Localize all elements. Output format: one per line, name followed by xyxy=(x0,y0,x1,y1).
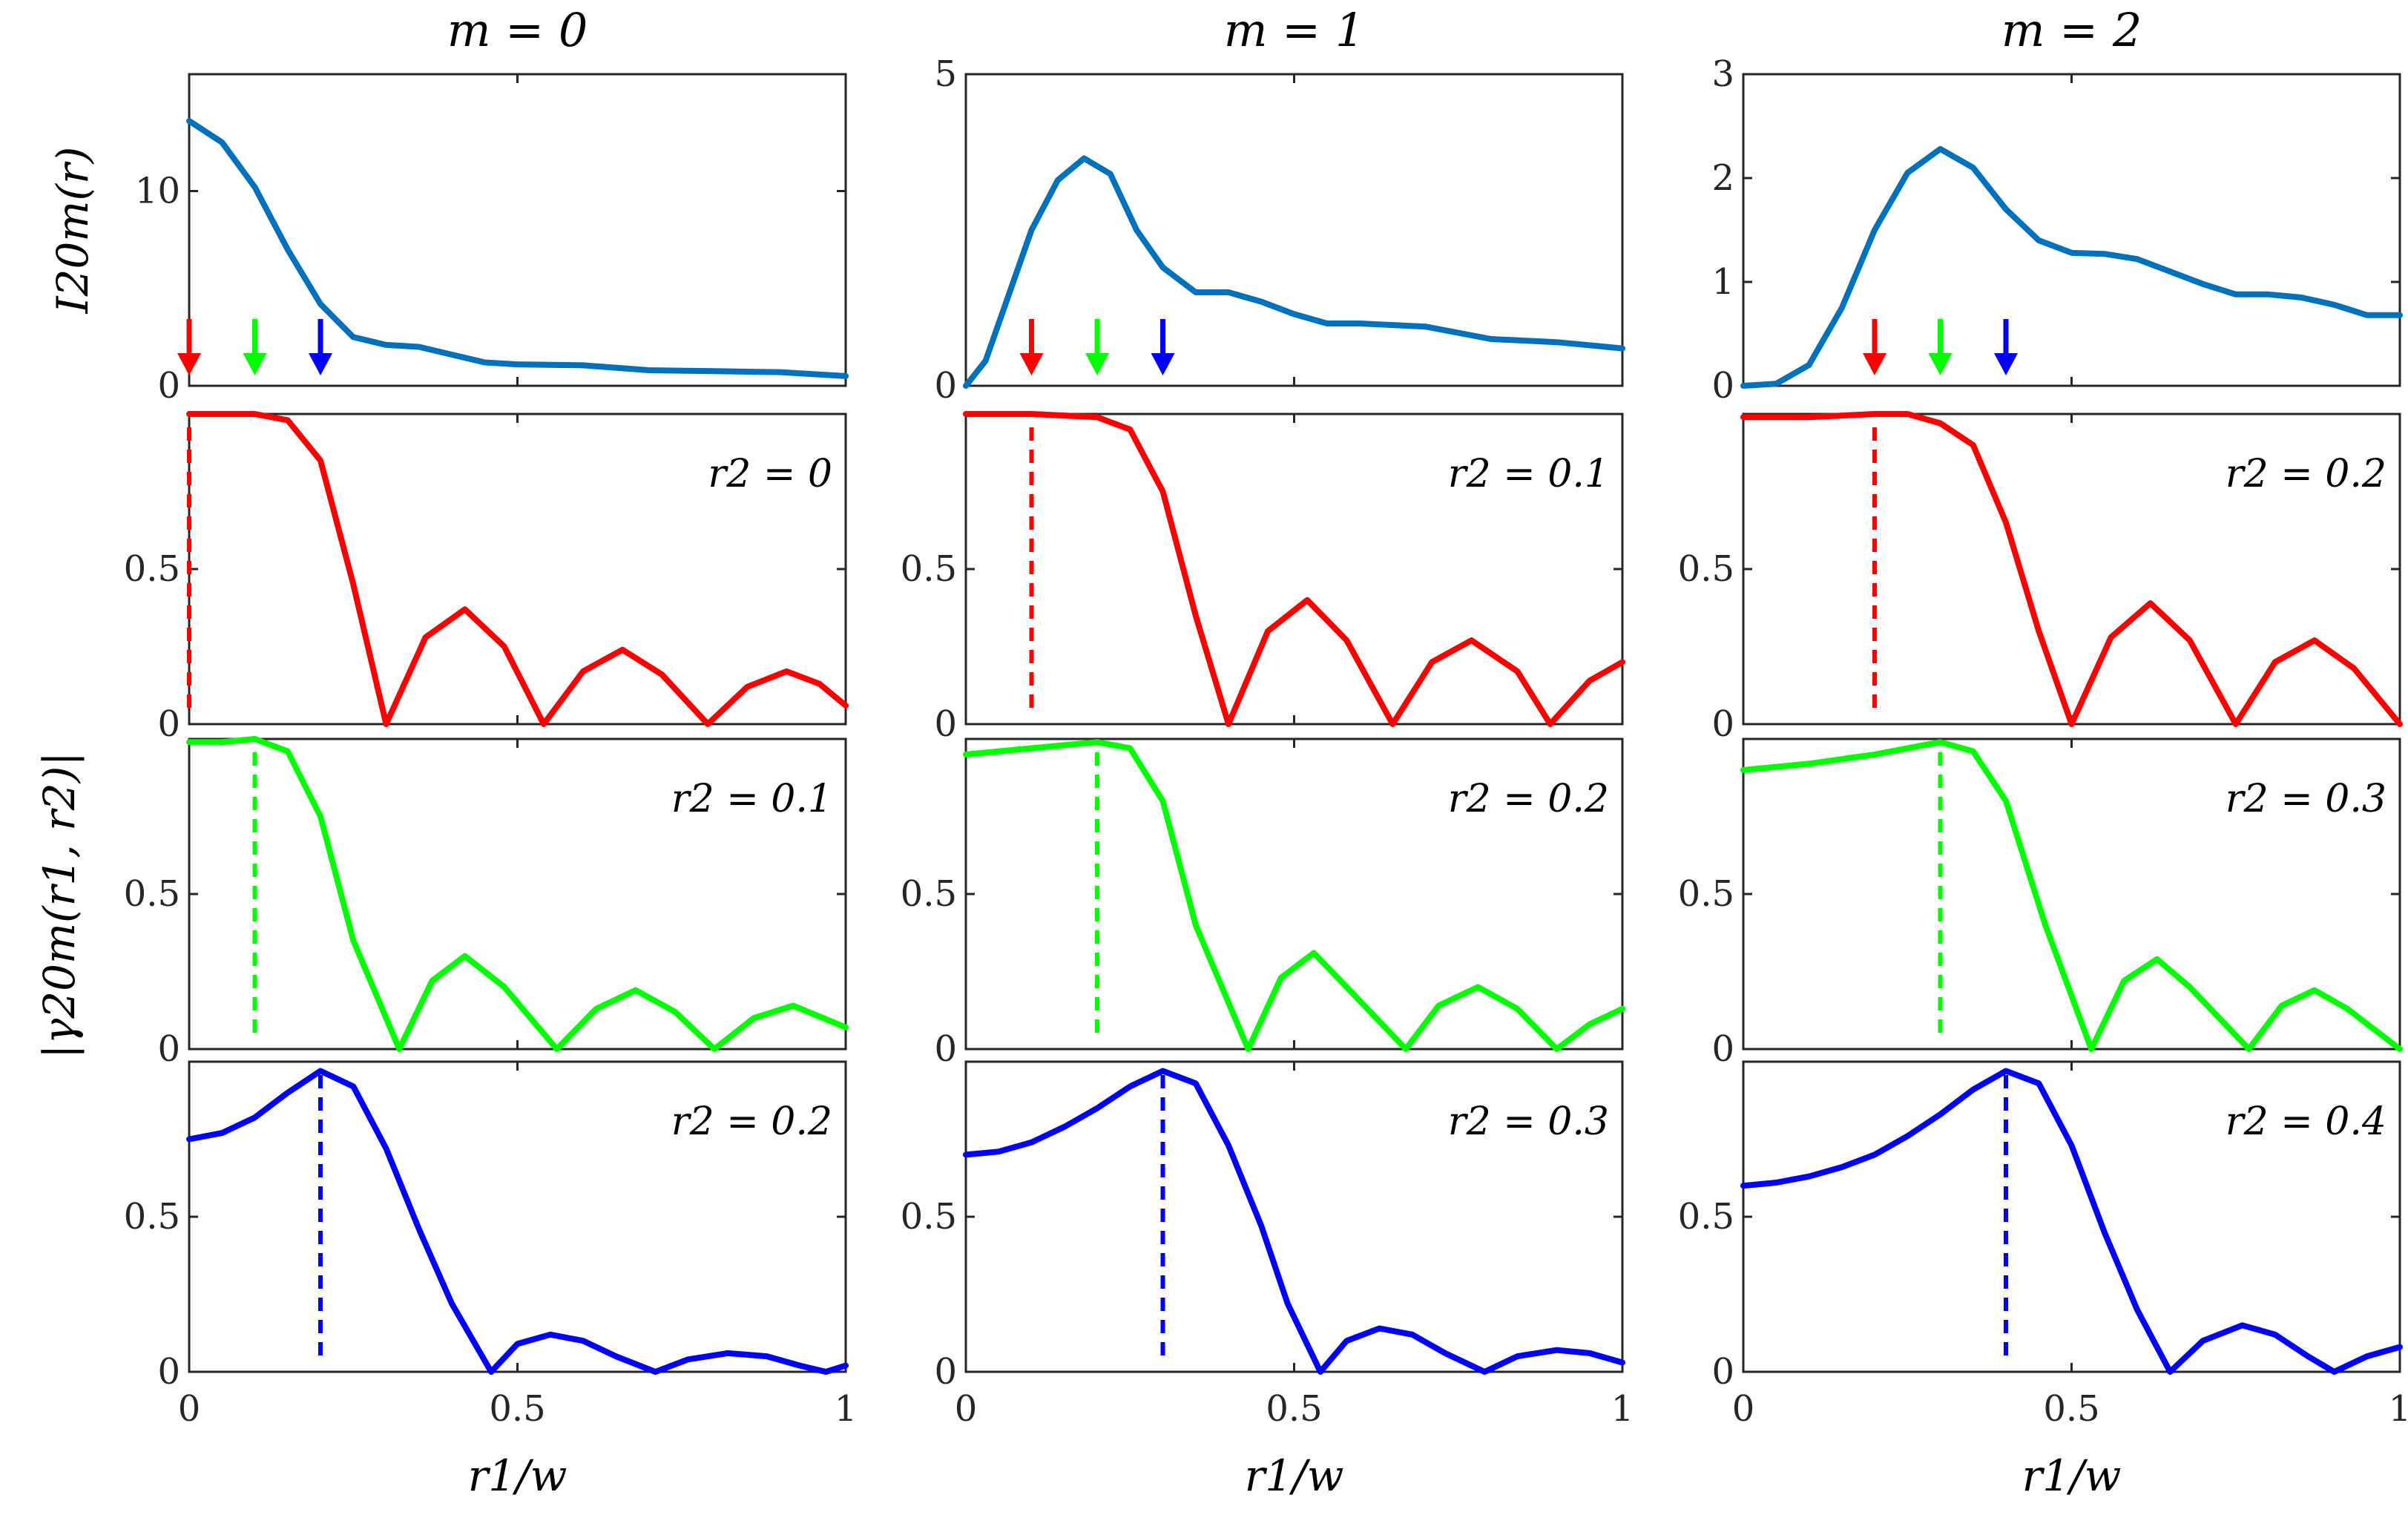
arrow-head xyxy=(1151,353,1175,375)
y-tick-label: 0.5 xyxy=(1678,1196,1734,1238)
arrow-head xyxy=(1085,353,1109,375)
series-line xyxy=(963,155,1625,389)
y-tick-label: 0 xyxy=(1711,703,1734,745)
y-tick-label: 0.5 xyxy=(901,873,957,915)
axes-frame xyxy=(188,73,847,387)
x-tick-label: 0.5 xyxy=(1266,1388,1322,1430)
panel-r1-c1: 0 0.5 r2 = 0.1 xyxy=(901,411,1625,745)
y-tick-label: 0.5 xyxy=(1678,873,1734,915)
r2-annotation: r2 = 0.3 xyxy=(1448,1100,1609,1144)
x-tick-label: 0.5 xyxy=(2043,1388,2099,1430)
y-tick-label: 0 xyxy=(1711,365,1734,407)
y-tick-label: 0.5 xyxy=(901,548,957,590)
panel-r2-c1: 0 0.5 r2 = 0.2 xyxy=(901,737,1625,1070)
y-axis-title-intensity: I20m(r) xyxy=(47,147,98,315)
r2-annotation: r2 = 0.2 xyxy=(2226,452,2386,496)
x-tick-label: 0 xyxy=(1732,1388,1755,1430)
arrow-head xyxy=(1928,353,1953,375)
x-tick-label: 0 xyxy=(955,1388,978,1430)
panel-r0-c2: 0 1 2 3 m = 2 xyxy=(1711,3,2403,407)
y-tick-label: 2 xyxy=(1711,157,1734,199)
y-tick-label: 0.5 xyxy=(124,873,180,915)
arrow-head xyxy=(1019,353,1044,375)
y-tick-label: 0 xyxy=(1711,1028,1734,1070)
column-title: m = 0 xyxy=(447,3,588,57)
arrow-head xyxy=(1994,353,2018,375)
r2-annotation: r2 = 0.1 xyxy=(671,777,832,821)
arrow-head xyxy=(243,353,267,375)
panel-r3-c1: 0 0.5 0 0.5 1 r1/w r2 = 0.3 xyxy=(901,1060,1634,1501)
y-tick-label: 0.5 xyxy=(124,548,180,590)
panel-r1-c0: 0 0.5 r2 = 0 xyxy=(124,411,849,745)
y-tick-label: 0 xyxy=(157,1351,180,1393)
series-line xyxy=(1740,411,2403,727)
y-tick-label: 0.5 xyxy=(1678,548,1734,590)
y-tick-label: 0 xyxy=(157,365,180,407)
arrow-head xyxy=(177,353,201,375)
series-line xyxy=(186,1068,849,1375)
y-tick-label: 0.5 xyxy=(124,1196,180,1238)
y-tick-label: 0 xyxy=(934,703,957,745)
series-line xyxy=(1740,1068,2403,1375)
x-axis-title: r1/w xyxy=(2022,1450,2122,1501)
series-line xyxy=(186,118,849,379)
column-title: m = 2 xyxy=(2001,3,2142,57)
y-tick-label: 0 xyxy=(157,703,180,745)
series-line xyxy=(963,739,1625,1052)
arrow-head xyxy=(1863,353,1886,375)
x-tick-label: 0.5 xyxy=(489,1388,545,1430)
panel-r3-c0: 0 0.5 0 0.5 1 r1/w r2 = 0.2 xyxy=(124,1060,858,1501)
y-tick-label: 3 xyxy=(1711,53,1734,95)
y-tick-label: 0 xyxy=(934,1351,957,1393)
x-tick-label: 1 xyxy=(2389,1388,2408,1430)
panel-r0-c1: 0 5 m = 1 xyxy=(934,3,1625,407)
y-tick-label: 0 xyxy=(934,1028,957,1070)
series-line xyxy=(186,411,849,727)
panel-r3-c2: 0 0.5 0 0.5 1 r1/w r2 = 0.4 xyxy=(1678,1060,2408,1501)
y-tick-label: 0 xyxy=(1711,1351,1734,1393)
r2-annotation: r2 = 0.2 xyxy=(1448,777,1609,821)
series-line xyxy=(1740,145,2403,389)
axes-frame xyxy=(1742,73,2401,387)
series-line xyxy=(186,736,849,1052)
x-tick-label: 1 xyxy=(835,1388,858,1430)
r2-annotation: r2 = 0 xyxy=(708,452,832,496)
y-tick-label: 1 xyxy=(1711,261,1734,303)
y-tick-label: 10 xyxy=(135,171,180,212)
r2-annotation: r2 = 0.3 xyxy=(2226,777,2386,821)
series-line xyxy=(963,1068,1625,1375)
panel-r0-c0: 0 10 m = 0 xyxy=(135,3,849,407)
panel-r1-c2: 0 0.5 r2 = 0.2 xyxy=(1678,411,2403,745)
series-line xyxy=(963,411,1625,727)
panel-r2-c0: 0 0.5 r2 = 0.1 xyxy=(124,736,849,1070)
r2-annotation: r2 = 0.1 xyxy=(1448,452,1609,496)
y-tick-label: 5 xyxy=(934,53,957,95)
arrow-head xyxy=(309,353,332,375)
r2-annotation: r2 = 0.2 xyxy=(671,1100,832,1144)
y-axis-title-coherence: |γ20m(r1, r2)| xyxy=(34,752,85,1059)
column-title: m = 1 xyxy=(1224,3,1365,57)
y-tick-label: 0 xyxy=(934,365,957,407)
x-axis-title: r1/w xyxy=(468,1450,568,1501)
y-tick-label: 0.5 xyxy=(901,1196,957,1238)
x-tick-label: 1 xyxy=(1611,1388,1634,1430)
x-tick-label: 0 xyxy=(178,1388,201,1430)
y-tick-label: 0 xyxy=(157,1028,180,1070)
r2-annotation: r2 = 0.4 xyxy=(2226,1100,2386,1144)
panel-r2-c2: 0 0.5 r2 = 0.3 xyxy=(1678,737,2403,1070)
x-axis-title: r1/w xyxy=(1245,1450,1344,1501)
series-line xyxy=(1740,739,2403,1052)
